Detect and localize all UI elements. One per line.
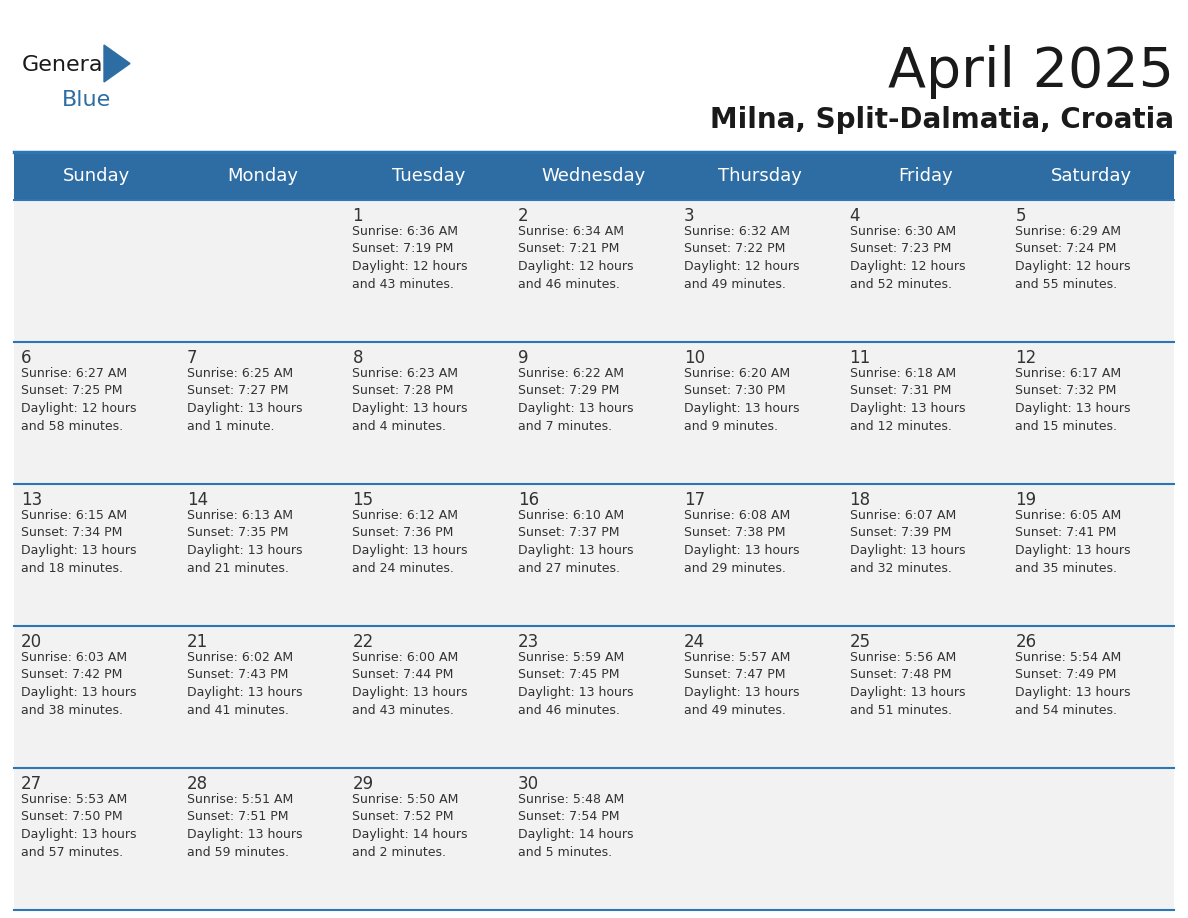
Text: Blue: Blue xyxy=(62,90,112,110)
Text: Sunrise: 6:08 AM
Sunset: 7:38 PM
Daylight: 13 hours
and 29 minutes.: Sunrise: 6:08 AM Sunset: 7:38 PM Dayligh… xyxy=(684,509,800,575)
Text: Sunrise: 6:05 AM
Sunset: 7:41 PM
Daylight: 13 hours
and 35 minutes.: Sunrise: 6:05 AM Sunset: 7:41 PM Dayligh… xyxy=(1016,509,1131,575)
Text: 17: 17 xyxy=(684,491,704,509)
Text: Sunday: Sunday xyxy=(63,167,131,185)
Text: 2: 2 xyxy=(518,207,529,225)
Text: Sunrise: 6:03 AM
Sunset: 7:42 PM
Daylight: 13 hours
and 38 minutes.: Sunrise: 6:03 AM Sunset: 7:42 PM Dayligh… xyxy=(21,651,137,717)
Text: 29: 29 xyxy=(353,775,373,793)
Text: Sunrise: 5:56 AM
Sunset: 7:48 PM
Daylight: 13 hours
and 51 minutes.: Sunrise: 5:56 AM Sunset: 7:48 PM Dayligh… xyxy=(849,651,965,717)
Bar xyxy=(14,200,1174,342)
Bar xyxy=(14,484,1174,626)
Text: 19: 19 xyxy=(1016,491,1036,509)
Text: Sunrise: 6:36 AM
Sunset: 7:19 PM
Daylight: 12 hours
and 43 minutes.: Sunrise: 6:36 AM Sunset: 7:19 PM Dayligh… xyxy=(353,225,468,290)
Text: Sunrise: 6:20 AM
Sunset: 7:30 PM
Daylight: 13 hours
and 9 minutes.: Sunrise: 6:20 AM Sunset: 7:30 PM Dayligh… xyxy=(684,367,800,432)
Text: Sunrise: 6:15 AM
Sunset: 7:34 PM
Daylight: 13 hours
and 18 minutes.: Sunrise: 6:15 AM Sunset: 7:34 PM Dayligh… xyxy=(21,509,137,575)
Text: 1: 1 xyxy=(353,207,364,225)
Text: 22: 22 xyxy=(353,633,374,651)
Text: 6: 6 xyxy=(21,349,32,367)
Text: 5: 5 xyxy=(1016,207,1025,225)
Text: 30: 30 xyxy=(518,775,539,793)
Text: 3: 3 xyxy=(684,207,695,225)
Text: Sunrise: 5:51 AM
Sunset: 7:51 PM
Daylight: 13 hours
and 59 minutes.: Sunrise: 5:51 AM Sunset: 7:51 PM Dayligh… xyxy=(187,793,302,858)
Text: 10: 10 xyxy=(684,349,704,367)
Text: 4: 4 xyxy=(849,207,860,225)
Polygon shape xyxy=(105,45,129,82)
Text: General: General xyxy=(23,55,109,75)
Text: 7: 7 xyxy=(187,349,197,367)
Text: 25: 25 xyxy=(849,633,871,651)
Text: Sunrise: 6:34 AM
Sunset: 7:21 PM
Daylight: 12 hours
and 46 minutes.: Sunrise: 6:34 AM Sunset: 7:21 PM Dayligh… xyxy=(518,225,633,290)
Text: Milna, Split-Dalmatia, Croatia: Milna, Split-Dalmatia, Croatia xyxy=(710,106,1174,134)
Text: Sunrise: 6:07 AM
Sunset: 7:39 PM
Daylight: 13 hours
and 32 minutes.: Sunrise: 6:07 AM Sunset: 7:39 PM Dayligh… xyxy=(849,509,965,575)
Text: April 2025: April 2025 xyxy=(887,45,1174,99)
Text: 13: 13 xyxy=(21,491,43,509)
Text: 8: 8 xyxy=(353,349,362,367)
Bar xyxy=(14,152,1174,200)
Text: Sunrise: 6:32 AM
Sunset: 7:22 PM
Daylight: 12 hours
and 49 minutes.: Sunrise: 6:32 AM Sunset: 7:22 PM Dayligh… xyxy=(684,225,800,290)
Bar xyxy=(14,768,1174,910)
Text: 9: 9 xyxy=(518,349,529,367)
Text: 18: 18 xyxy=(849,491,871,509)
Text: Sunrise: 6:23 AM
Sunset: 7:28 PM
Daylight: 13 hours
and 4 minutes.: Sunrise: 6:23 AM Sunset: 7:28 PM Dayligh… xyxy=(353,367,468,432)
Text: Tuesday: Tuesday xyxy=(392,167,465,185)
Text: 15: 15 xyxy=(353,491,373,509)
Text: 26: 26 xyxy=(1016,633,1036,651)
Text: Sunrise: 5:54 AM
Sunset: 7:49 PM
Daylight: 13 hours
and 54 minutes.: Sunrise: 5:54 AM Sunset: 7:49 PM Dayligh… xyxy=(1016,651,1131,717)
Text: Thursday: Thursday xyxy=(718,167,802,185)
Text: 11: 11 xyxy=(849,349,871,367)
Text: Sunrise: 5:53 AM
Sunset: 7:50 PM
Daylight: 13 hours
and 57 minutes.: Sunrise: 5:53 AM Sunset: 7:50 PM Dayligh… xyxy=(21,793,137,858)
Text: 12: 12 xyxy=(1016,349,1037,367)
Text: 21: 21 xyxy=(187,633,208,651)
Text: Sunrise: 6:18 AM
Sunset: 7:31 PM
Daylight: 13 hours
and 12 minutes.: Sunrise: 6:18 AM Sunset: 7:31 PM Dayligh… xyxy=(849,367,965,432)
Text: Sunrise: 6:22 AM
Sunset: 7:29 PM
Daylight: 13 hours
and 7 minutes.: Sunrise: 6:22 AM Sunset: 7:29 PM Dayligh… xyxy=(518,367,633,432)
Text: Sunrise: 6:30 AM
Sunset: 7:23 PM
Daylight: 12 hours
and 52 minutes.: Sunrise: 6:30 AM Sunset: 7:23 PM Dayligh… xyxy=(849,225,965,290)
Text: Sunrise: 6:00 AM
Sunset: 7:44 PM
Daylight: 13 hours
and 43 minutes.: Sunrise: 6:00 AM Sunset: 7:44 PM Dayligh… xyxy=(353,651,468,717)
Text: 14: 14 xyxy=(187,491,208,509)
Text: 16: 16 xyxy=(518,491,539,509)
Text: Wednesday: Wednesday xyxy=(542,167,646,185)
Text: Sunrise: 6:10 AM
Sunset: 7:37 PM
Daylight: 13 hours
and 27 minutes.: Sunrise: 6:10 AM Sunset: 7:37 PM Dayligh… xyxy=(518,509,633,575)
Text: Sunrise: 5:57 AM
Sunset: 7:47 PM
Daylight: 13 hours
and 49 minutes.: Sunrise: 5:57 AM Sunset: 7:47 PM Dayligh… xyxy=(684,651,800,717)
Text: Sunrise: 5:59 AM
Sunset: 7:45 PM
Daylight: 13 hours
and 46 minutes.: Sunrise: 5:59 AM Sunset: 7:45 PM Dayligh… xyxy=(518,651,633,717)
Text: Sunrise: 5:50 AM
Sunset: 7:52 PM
Daylight: 14 hours
and 2 minutes.: Sunrise: 5:50 AM Sunset: 7:52 PM Dayligh… xyxy=(353,793,468,858)
Text: Saturday: Saturday xyxy=(1050,167,1132,185)
Bar xyxy=(14,626,1174,768)
Text: Sunrise: 6:17 AM
Sunset: 7:32 PM
Daylight: 13 hours
and 15 minutes.: Sunrise: 6:17 AM Sunset: 7:32 PM Dayligh… xyxy=(1016,367,1131,432)
Text: 28: 28 xyxy=(187,775,208,793)
Text: 24: 24 xyxy=(684,633,704,651)
Bar xyxy=(14,342,1174,484)
Text: Sunrise: 5:48 AM
Sunset: 7:54 PM
Daylight: 14 hours
and 5 minutes.: Sunrise: 5:48 AM Sunset: 7:54 PM Dayligh… xyxy=(518,793,633,858)
Text: Sunrise: 6:25 AM
Sunset: 7:27 PM
Daylight: 13 hours
and 1 minute.: Sunrise: 6:25 AM Sunset: 7:27 PM Dayligh… xyxy=(187,367,302,432)
Text: Sunrise: 6:27 AM
Sunset: 7:25 PM
Daylight: 12 hours
and 58 minutes.: Sunrise: 6:27 AM Sunset: 7:25 PM Dayligh… xyxy=(21,367,137,432)
Text: Sunrise: 6:29 AM
Sunset: 7:24 PM
Daylight: 12 hours
and 55 minutes.: Sunrise: 6:29 AM Sunset: 7:24 PM Dayligh… xyxy=(1016,225,1131,290)
Text: 23: 23 xyxy=(518,633,539,651)
Text: Sunrise: 6:13 AM
Sunset: 7:35 PM
Daylight: 13 hours
and 21 minutes.: Sunrise: 6:13 AM Sunset: 7:35 PM Dayligh… xyxy=(187,509,302,575)
Text: 27: 27 xyxy=(21,775,42,793)
Text: Monday: Monday xyxy=(227,167,298,185)
Text: Sunrise: 6:12 AM
Sunset: 7:36 PM
Daylight: 13 hours
and 24 minutes.: Sunrise: 6:12 AM Sunset: 7:36 PM Dayligh… xyxy=(353,509,468,575)
Text: Friday: Friday xyxy=(898,167,953,185)
Text: 20: 20 xyxy=(21,633,42,651)
Text: Sunrise: 6:02 AM
Sunset: 7:43 PM
Daylight: 13 hours
and 41 minutes.: Sunrise: 6:02 AM Sunset: 7:43 PM Dayligh… xyxy=(187,651,302,717)
